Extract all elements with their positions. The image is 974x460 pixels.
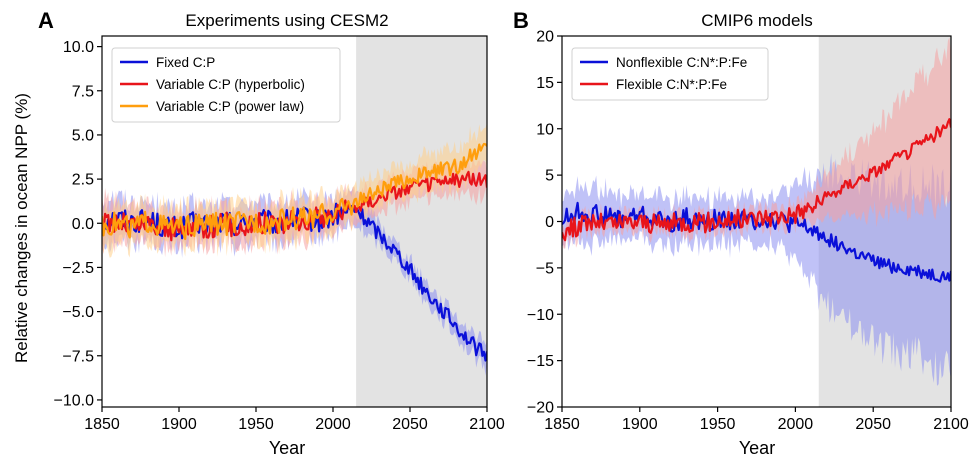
y-tick-label-b: 20: [536, 29, 554, 46]
x-tick-label-b: 2100: [933, 416, 969, 433]
x-axis-label-a: Year: [269, 438, 305, 458]
y-tick-label-b: −20: [527, 400, 554, 417]
x-axis-label-b: Year: [739, 438, 775, 458]
y-tick-label-a: −7.5: [62, 348, 94, 365]
legend-a: Fixed C:P Variable C:P (hyperbolic) Variab…: [111, 47, 341, 123]
y-tick-label-a: −5.0: [62, 304, 94, 321]
x-tick-label-a: 2100: [469, 416, 505, 433]
y-tick-label-a: 2.5: [72, 172, 94, 189]
y-tick-label-b: 0: [545, 214, 554, 231]
x-tick-label-b: 2000: [778, 416, 814, 433]
y-tick-label-b: −10: [527, 307, 554, 324]
legend-b: Nonflexible C:N*:P:Fe Flexible C:N*:P:Fe: [571, 47, 769, 101]
y-tick-label-b: 10: [536, 121, 554, 138]
panel-a: A Experiments using CESM2 Relative chang…: [12, 8, 505, 458]
y-tick-label-a: −2.5: [62, 260, 94, 277]
y-tick-label-a: 0.0: [72, 216, 94, 233]
y-tick-label-b: −15: [527, 353, 554, 370]
x-tick-label-a: 2000: [315, 416, 351, 433]
legend-label-a: Fixed C:P: [156, 55, 215, 70]
legend-label-a: Variable C:P (hyperbolic): [156, 77, 305, 92]
panel-letter-b: B: [513, 8, 529, 33]
x-tick-label-b: 2050: [855, 416, 891, 433]
axes-frame-a: [101, 35, 488, 408]
panel-letter-a: A: [38, 8, 54, 33]
y-tick-label-a: 7.5: [72, 83, 94, 100]
legend-box-a: [111, 47, 341, 123]
y-tick-label-b: 15: [536, 75, 554, 92]
chart-title-a: Experiments using CESM2: [185, 11, 388, 30]
y-tick-label-b: 5: [545, 168, 554, 185]
x-tick-label-b: 1900: [622, 416, 658, 433]
legend-box-b: [571, 47, 769, 101]
y-tick-label-a: 5.0: [72, 127, 94, 144]
x-tick-label-b: 1850: [544, 416, 580, 433]
legend-label-b: Nonflexible C:N*:P:Fe: [616, 55, 747, 70]
y-tick-label-a: 10.0: [63, 39, 94, 56]
series-line-a-2: [102, 142, 487, 241]
series-line-b-1: [562, 118, 951, 242]
y-tick-label-b: −5: [536, 260, 554, 277]
y-axis-label-a: Relative changes in ocean NPP (%): [12, 93, 31, 363]
x-tick-label-a: 1950: [238, 416, 274, 433]
x-tick-label-b: 1950: [700, 416, 736, 433]
series-band-b-1: [562, 37, 951, 249]
x-tick-label-a: 1900: [161, 416, 197, 433]
legend-label-a: Variable C:P (power law): [156, 99, 304, 114]
y-tick-label-a: −10.0: [54, 392, 95, 409]
plot-area-b: [562, 37, 951, 386]
chart-title-b: CMIP6 models: [701, 11, 812, 30]
x-tick-label-a: 2050: [392, 416, 428, 433]
legend-label-b: Flexible C:N*:P:Fe: [616, 77, 727, 92]
panel-b: B CMIP6 models Year 1850 1900 1950 2000 2050…: [513, 8, 969, 458]
x-tick-label-a: 1850: [84, 416, 120, 433]
plot-area-a: [102, 122, 487, 376]
